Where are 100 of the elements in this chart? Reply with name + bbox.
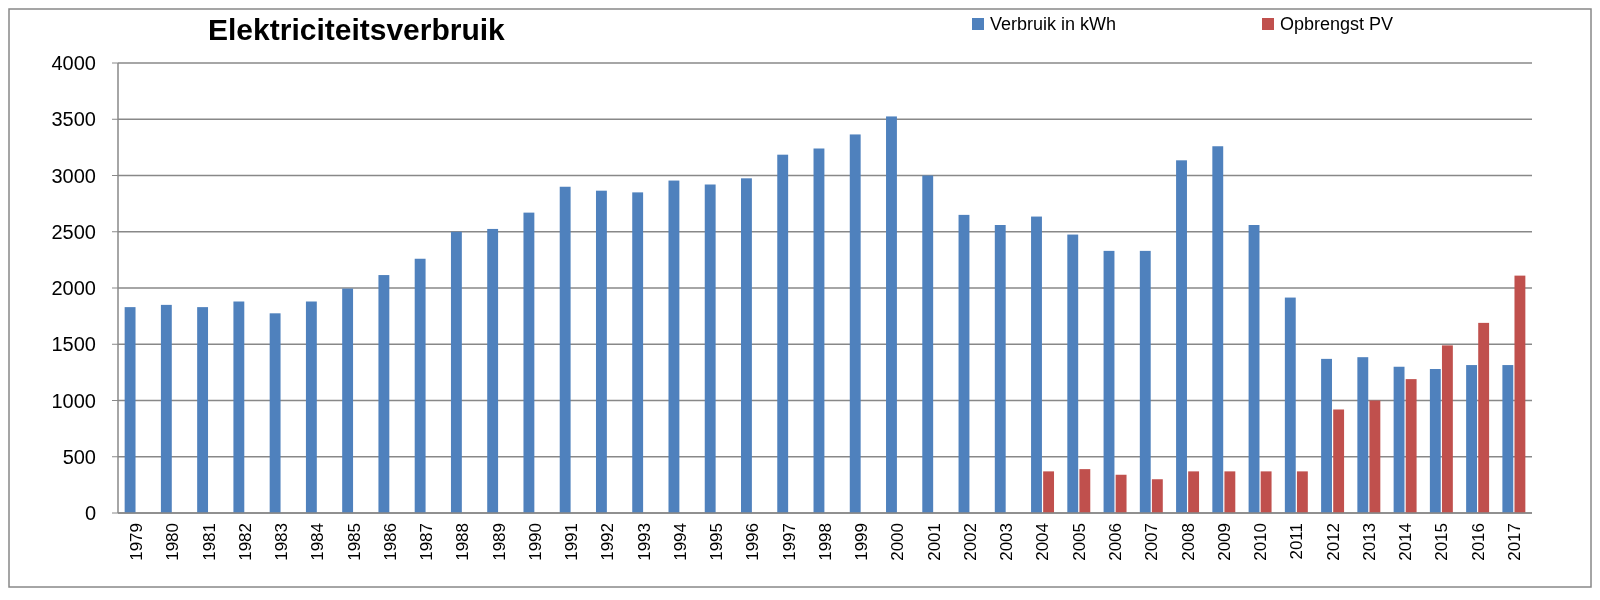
x-tick-label: 2008 [1178,523,1198,561]
x-tick-label: 2017 [1504,523,1524,561]
x-tick-label: 1989 [489,523,509,561]
bar [1514,275,1526,513]
bar [1478,322,1490,513]
bar [1296,471,1308,513]
bar [487,228,499,513]
x-tick-label: 2013 [1359,523,1379,561]
x-tick-label: 2002 [960,523,980,561]
bar [197,307,209,513]
x-tick-label: 1981 [199,523,219,561]
bar [704,184,716,513]
y-tick-label: 0 [84,502,96,524]
bar [1260,471,1272,513]
bar [1115,474,1127,513]
bar [1441,345,1453,513]
x-tick-label: 1997 [779,523,799,561]
x-tick-label: 1985 [344,523,364,561]
x-tick-label: 1982 [235,523,255,561]
x-tick-label: 2012 [1323,523,1343,561]
x-tick-label: 2011 [1287,523,1307,560]
bar [632,192,644,513]
bar [1466,365,1478,513]
bar [1188,471,1200,513]
x-tick-label: 1992 [598,523,618,561]
bar [342,288,354,513]
bar [777,154,789,513]
x-tick-label: 1980 [163,523,183,561]
x-tick-label: 2010 [1251,523,1271,561]
x-tick-label: 2015 [1432,523,1452,561]
bar [305,301,317,513]
x-tick-label: 1983 [272,523,292,561]
bar [1079,469,1091,513]
bar [1333,409,1345,513]
bar [1176,160,1187,513]
bar [958,214,970,513]
bar [1151,479,1163,513]
x-tick-label: 2003 [997,523,1017,561]
x-tick-label: 2006 [1106,523,1125,561]
x-tick-label: 2007 [1142,523,1162,561]
bar [1284,297,1296,513]
bar [1248,225,1260,513]
x-tick-label: 1991 [562,523,582,561]
x-tick-label: 2005 [1069,523,1089,561]
bar [1224,471,1236,513]
bar [1067,234,1079,513]
bar [1357,357,1369,513]
x-tick-label: 1990 [525,523,545,561]
y-tick-label: 3000 [51,164,96,187]
x-tick-label: 1979 [127,523,147,561]
y-tick-label: 2000 [51,277,96,299]
bar [233,301,245,513]
legend-label: Verbruik in kWh [990,14,1117,34]
x-tick-label: 1999 [852,523,872,561]
bar [1103,250,1115,513]
bar [1405,379,1417,513]
bar [414,258,426,513]
bar [1321,358,1332,513]
x-tick-label: 1993 [634,523,654,561]
bar [1502,365,1514,513]
bar [994,225,1006,513]
bar [124,307,136,513]
legend-label: Opbrengst PV [1280,14,1394,34]
x-tick-label: 1996 [743,523,763,561]
x-tick-label: 2016 [1468,523,1488,561]
bar [1393,366,1405,513]
x-tick-label: 1986 [380,523,400,561]
bar [886,116,897,513]
chart-title: Elektriciteitsverbruik [208,13,506,46]
x-tick-label: 1984 [308,523,328,561]
bar [741,178,752,513]
bar [1212,146,1224,513]
bar [559,186,571,513]
x-tick-label: 2009 [1214,523,1234,561]
bar [1139,250,1151,513]
y-tick-label: 2500 [51,220,96,243]
x-tick-label: 1987 [417,523,437,561]
x-tick-label: 1998 [815,523,835,561]
y-tick-label: 4000 [51,52,96,74]
x-tick-label: 2000 [888,523,908,561]
x-tick-label: 1994 [670,523,690,561]
x-tick-label: 1988 [453,523,473,561]
x-tick-label: 1995 [707,523,727,561]
bar [523,212,535,513]
bar [1369,400,1381,513]
bar [450,231,462,513]
bar [668,180,680,513]
bar [378,275,390,513]
y-tick-label: 500 [62,445,96,468]
y-tick-label: 3500 [51,108,96,131]
bar [269,313,281,513]
bar [1031,216,1042,513]
x-tick-label: 2014 [1396,523,1416,561]
bar [1043,471,1055,513]
bar [1429,369,1441,513]
bar [595,190,607,513]
bar [813,148,825,513]
x-tick-label: 2001 [924,523,944,561]
y-tick-label: 1000 [51,389,96,412]
bar [849,134,861,513]
